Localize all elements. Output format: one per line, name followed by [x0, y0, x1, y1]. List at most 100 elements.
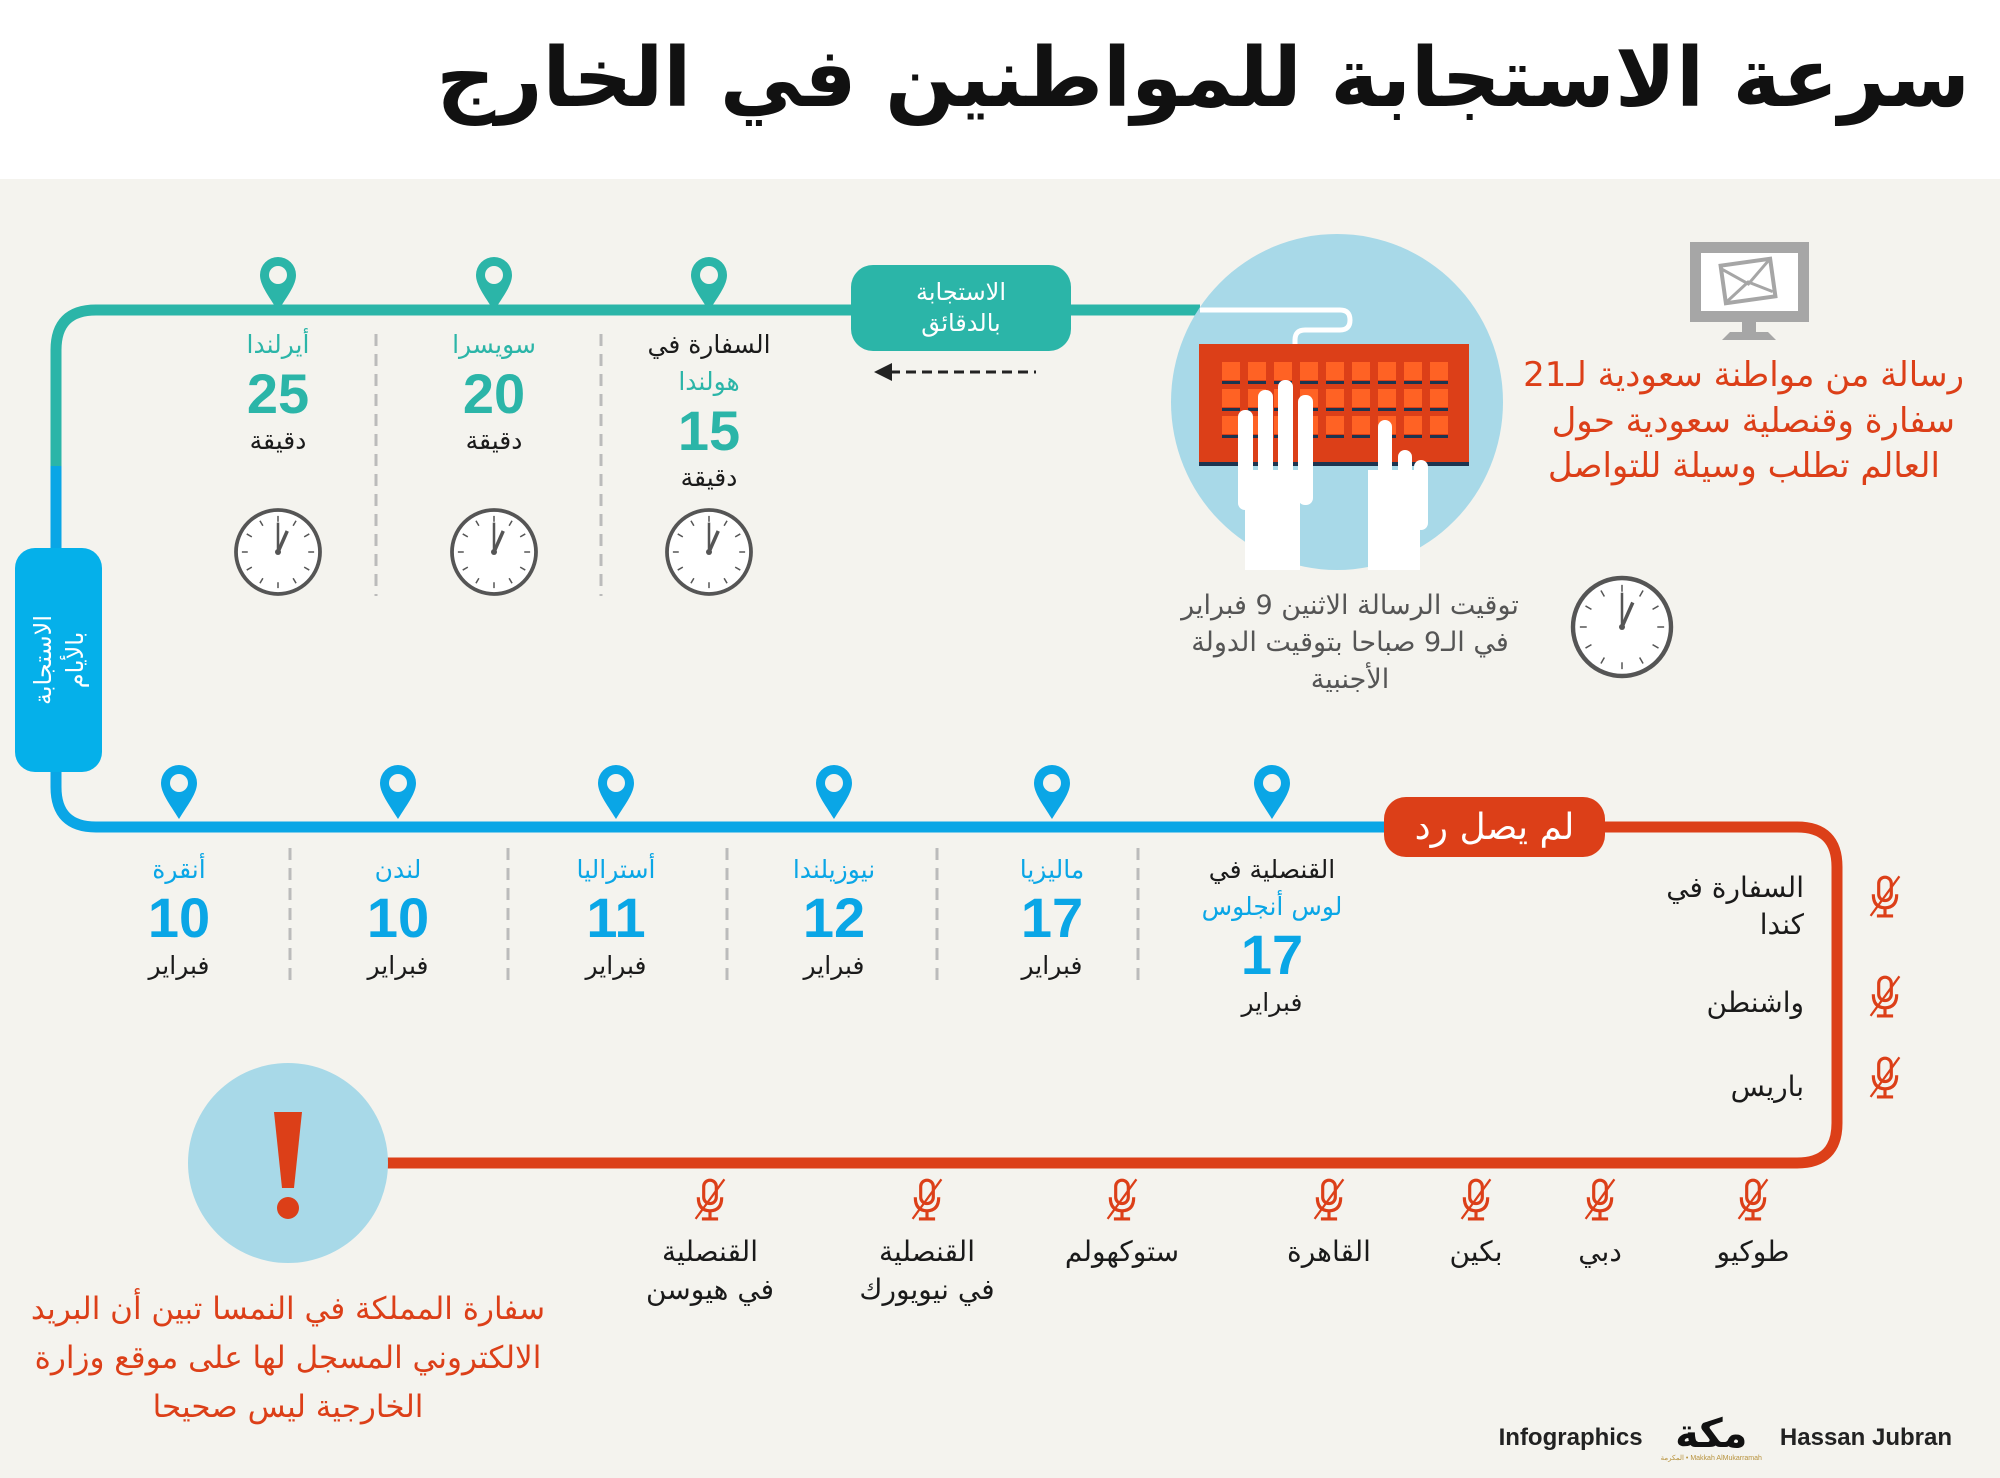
- item-value: 17: [1240, 923, 1304, 986]
- muted-mic-icon: [1868, 974, 1902, 1018]
- item-name: ماليزيا: [1019, 855, 1085, 884]
- muted-mic-icon: [1868, 874, 1902, 918]
- keyboard-key-edge: [1222, 435, 1240, 438]
- keyboard-key: [1222, 362, 1240, 380]
- message-time-line: في الـ9 صباحا بتوقيت الدولة: [1191, 627, 1509, 658]
- item-value: 11: [586, 886, 646, 949]
- muted-mic-icon: [1868, 1055, 1902, 1099]
- item-value: 15: [677, 399, 741, 462]
- keyboard-key-edge: [1248, 381, 1266, 384]
- keyboard-key-edge: [1326, 381, 1344, 384]
- location-pin-icon: [161, 765, 197, 819]
- intro-line: رسالة من مواطنة سعودية لـ21: [1523, 355, 1964, 395]
- location-pin-icon: [260, 257, 296, 311]
- keyboard-key-edge: [1352, 435, 1370, 438]
- keyboard-key: [1404, 389, 1422, 407]
- keyboard-key-edge: [1430, 435, 1448, 438]
- noreply-item: القنصلية: [879, 1235, 975, 1268]
- keyboard-key: [1430, 389, 1448, 407]
- noreply-item-line2: في نيويورك: [859, 1273, 995, 1306]
- noreply-badge: لم يصل رد: [1384, 797, 1605, 857]
- noreply-path-line: [383, 821, 1843, 1169]
- page-title: سرعة الاستجابة للمواطنين في الخارج: [436, 31, 1970, 126]
- keyboard-key-edge: [1378, 408, 1396, 411]
- keyboard-key-edge: [1352, 408, 1370, 411]
- keyboard-key-edge: [1326, 408, 1344, 411]
- location-pin-icon: [691, 257, 727, 311]
- keyboard-key-edge: [1248, 435, 1266, 438]
- item-name: أستراليا: [576, 855, 656, 884]
- item-unit: فبراير: [585, 951, 647, 980]
- location-pin-icon: [380, 765, 416, 819]
- minutes-badge-line1: الاستجابة: [915, 277, 1007, 306]
- item-name: أنقرة: [152, 855, 206, 884]
- item-name: سويسرا: [452, 330, 536, 359]
- item-value: 10: [366, 886, 430, 949]
- noreply-line2: كندا: [1759, 908, 1804, 941]
- austria-note-line: الخارجية ليس صحيحا: [152, 1389, 424, 1425]
- noreply-item: ستوكهولم: [1064, 1235, 1180, 1268]
- keyboard-key-edge: [1222, 408, 1240, 411]
- muted-mic-icon: [693, 1177, 727, 1221]
- message-time-line: الأجنبية: [1310, 664, 1390, 695]
- austria-note-line: سفارة المملكة في النمسا تبين أن البريد: [30, 1291, 546, 1327]
- noreply-line1: السفارة في: [1666, 871, 1804, 904]
- item-name: نيوزيلندا: [792, 855, 876, 884]
- clock-icon: [1570, 575, 1674, 679]
- days-badge-line2: بالأيام: [60, 631, 89, 689]
- location-pin-icon: [1034, 765, 1070, 819]
- location-pin-icon: [476, 257, 512, 311]
- keyboard-key: [1326, 389, 1344, 407]
- keyboard-key: [1326, 416, 1344, 434]
- location-pin-icon: [816, 765, 852, 819]
- keyboard-key: [1404, 416, 1422, 434]
- item-unit: فبراير: [1241, 988, 1303, 1017]
- item-value: 10: [147, 886, 211, 949]
- monitor-mail-icon: [1690, 242, 1809, 340]
- footer-infographics: Infographics: [1498, 1424, 1643, 1451]
- muted-mic-icon: [1312, 1177, 1346, 1221]
- noreply-item: طوكيو: [1716, 1235, 1790, 1268]
- muted-mic-icon: [910, 1177, 944, 1221]
- clock-icon: [450, 508, 538, 596]
- days-badge: الاستجابة بالأيام: [15, 548, 102, 772]
- keyboard-key: [1352, 416, 1370, 434]
- minutes-badge: الاستجابة بالدقائق: [851, 265, 1071, 351]
- intro-line: سفارة وقنصلية سعودية حول: [1551, 401, 1955, 441]
- muted-mic-icon: [1583, 1177, 1617, 1221]
- item-value: 25: [246, 362, 310, 425]
- keyboard-key: [1404, 362, 1422, 380]
- keyboard-key-edge: [1430, 381, 1448, 384]
- noreply-item-line2: في هيوسن: [645, 1273, 775, 1306]
- keyboard-key: [1326, 362, 1344, 380]
- keyboard-key: [1222, 389, 1240, 407]
- keyboard-key: [1274, 362, 1292, 380]
- keyboard-key: [1430, 416, 1448, 434]
- clock-icon: [234, 508, 322, 596]
- noreply-item: واشنطن: [1707, 989, 1805, 1017]
- location-pin-icon: [598, 765, 634, 819]
- intro-line: العالم تطلب وسيلة للتواصل: [1547, 446, 1940, 486]
- keyboard-key: [1378, 389, 1396, 407]
- item-unit: فبراير: [1021, 951, 1083, 980]
- days-path-line: [50, 466, 1390, 833]
- item-name: لندن: [374, 855, 422, 884]
- item-unit: فبراير: [367, 951, 429, 980]
- keyboard-key: [1430, 362, 1448, 380]
- noreply-line1: واشنطن: [1706, 986, 1805, 1019]
- keyboard-key-edge: [1300, 381, 1318, 384]
- noreply-item: باريس: [1731, 1073, 1804, 1101]
- noreply-item: بكين: [1449, 1235, 1503, 1268]
- keyboard-key-edge: [1430, 408, 1448, 411]
- item-name: أيرلندا: [246, 330, 310, 359]
- muted-mic-icon: [1105, 1177, 1139, 1221]
- keyboard-key-edge: [1326, 435, 1344, 438]
- item-prefix: السفارة في: [647, 330, 771, 359]
- keyboard-key-edge: [1404, 435, 1422, 438]
- keyboard-key: [1300, 362, 1318, 380]
- item-unit: دقيقة: [465, 426, 523, 455]
- noreply-item: السفارة في كندا: [1666, 874, 1804, 939]
- footer: Infographics مكة Makkah AlMukarramah • ا…: [1499, 1414, 1952, 1462]
- keyboard-key-edge: [1404, 408, 1422, 411]
